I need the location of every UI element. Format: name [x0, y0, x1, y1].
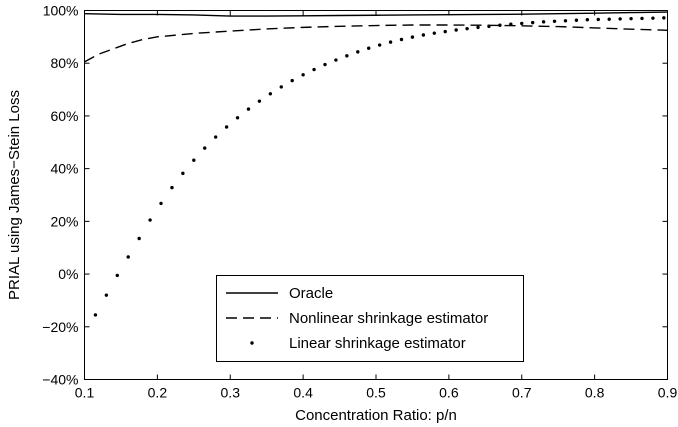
data-point [279, 85, 283, 89]
data-point [323, 62, 327, 67]
x-axis-title: Concentration Ratio: p/n [295, 407, 457, 424]
data-point [192, 158, 196, 162]
y-tick-label: 100% [43, 3, 79, 19]
data-point [235, 116, 240, 120]
data-point [651, 16, 655, 20]
data-point [563, 19, 568, 23]
x-tick-label: 0.3 [221, 385, 241, 401]
data-point [290, 78, 294, 83]
y-tick-label: 20% [50, 213, 78, 229]
data-point [640, 16, 644, 21]
y-tick-label: 40% [50, 161, 78, 177]
data-point [268, 92, 273, 96]
data-point [137, 236, 141, 241]
data-point [203, 146, 207, 150]
series-linear-shrinkage-estimator [93, 16, 666, 317]
x-tick-label: 0.6 [439, 385, 459, 401]
data-point [541, 20, 546, 24]
data-point [170, 185, 174, 190]
data-point [246, 107, 251, 111]
x-tick-label: 0.9 [658, 385, 678, 401]
data-point [607, 17, 611, 21]
y-tick-label: 0% [58, 266, 78, 282]
data-point [356, 50, 360, 54]
data-point [159, 201, 163, 206]
data-point [432, 31, 436, 35]
data-point [443, 29, 447, 34]
data-point [629, 16, 633, 21]
data-point [454, 28, 458, 32]
data-point [399, 37, 404, 42]
legend-label-linear: Linear shrinkage estimator [289, 335, 466, 352]
y-tick-label: −40% [42, 372, 78, 388]
data-point [213, 135, 218, 139]
data-point [257, 99, 262, 103]
data-point [312, 67, 316, 72]
data-point [148, 218, 152, 222]
data-point [530, 20, 535, 25]
data-point [367, 46, 371, 50]
data-point [574, 18, 579, 22]
data-point [388, 40, 393, 44]
x-tick-label: 0.8 [585, 385, 605, 401]
data-point [104, 293, 109, 297]
legend: Oracle Nonlinear shrinkage estimator Lin… [216, 275, 524, 362]
series-layer [84, 11, 668, 317]
data-point [585, 18, 590, 22]
x-tick-labels: 0.1 0.2 0.3 0.4 0.5 0.6 0.7 0.8 0.9 [75, 385, 678, 401]
x-tick-label: 0.5 [366, 385, 386, 401]
y-tick-label: −20% [42, 319, 78, 335]
legend-label-nonlinear: Nonlinear shrinkage estimator [289, 310, 488, 327]
data-point [181, 171, 185, 176]
y-tick-label: 60% [50, 108, 78, 124]
data-point [301, 73, 305, 77]
data-point [126, 255, 130, 259]
data-point [509, 22, 513, 26]
x-tick-label: 0.2 [148, 385, 168, 401]
data-point [552, 19, 557, 24]
series-line-oracle [84, 11, 668, 17]
data-point [115, 273, 119, 278]
data-point [618, 17, 622, 21]
y-tick-labels: −40% −20% 0% 20% 40% 60% 80% 100% [42, 3, 78, 388]
data-point [487, 24, 491, 29]
legend-label-oracle: Oracle [289, 285, 333, 302]
x-tick-label: 0.7 [512, 385, 532, 401]
data-point [596, 17, 600, 22]
data-point [662, 16, 666, 20]
data-point [498, 23, 502, 27]
data-point [345, 54, 349, 58]
data-point [334, 58, 338, 62]
data-point [93, 313, 98, 317]
y-axis-title: PRIAL using James−Stein Loss [6, 90, 23, 300]
data-point [465, 26, 469, 31]
data-point [224, 125, 229, 129]
y-tick-label: 80% [50, 55, 78, 71]
data-point [476, 25, 480, 30]
data-point [377, 43, 382, 47]
x-tick-label: 0.4 [293, 385, 313, 401]
data-point [421, 33, 426, 37]
data-point [520, 21, 524, 26]
legend-swatch-linear [250, 341, 254, 345]
data-point [410, 35, 415, 39]
series-line-nonlinear-shrinkage-estimator [84, 24, 668, 63]
x-tick-label: 0.1 [75, 385, 95, 401]
